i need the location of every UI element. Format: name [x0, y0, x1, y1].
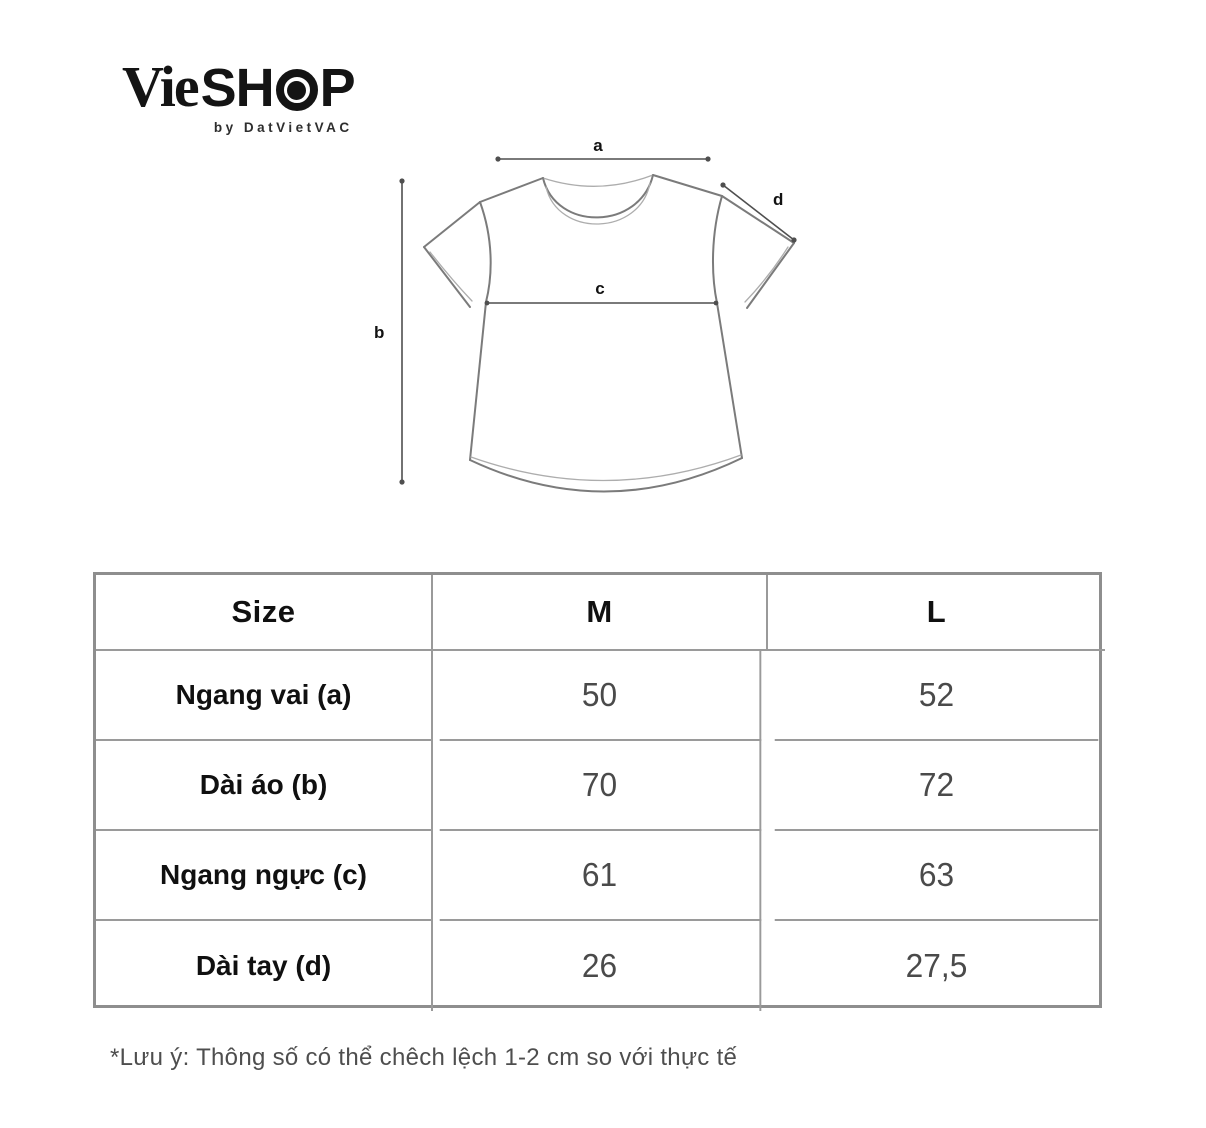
measure-b-length: b — [374, 178, 405, 485]
brand-tagline: by DatVietVAC — [213, 120, 353, 135]
collar-stitch-line — [545, 182, 651, 225]
table-value-dai-tay-m: 26 — [440, 921, 762, 1011]
measure-c-chest: c — [484, 279, 719, 306]
measure-a-shoulder: a — [495, 136, 711, 162]
table-row-label-dai-ao: Dài áo (b) — [96, 741, 433, 831]
hem-stitch-line — [470, 454, 742, 482]
brand-logo-sh-text: SH — [200, 58, 275, 118]
brand-logo-shop-text: SH P — [200, 58, 356, 118]
measure-d-dot-top — [720, 182, 726, 188]
tshirt-sketch — [423, 174, 795, 493]
table-value-ngang-nguc-m: 61 — [439, 831, 762, 921]
back-neck-line — [542, 174, 654, 187]
measure-c-dot-left — [484, 300, 490, 306]
table-value-ngang-nguc-l: 63 — [774, 831, 1099, 921]
size-table-header-size: Size — [96, 575, 433, 651]
left-shoulder-line — [479, 177, 544, 203]
measure-a-dot-right — [705, 156, 711, 162]
size-table: Size M L Ngang vai (a) 50 52 Dài áo (b) … — [93, 572, 1105, 1011]
hem-bottom-line — [469, 457, 743, 493]
table-value-dai-ao-m: 70 — [439, 741, 762, 831]
brand-logo-vie-text: Vie — [122, 54, 200, 119]
measure-d-line — [722, 184, 795, 241]
measure-b-dot-bottom — [399, 479, 405, 485]
left-sleeve-end-line — [423, 246, 471, 308]
measurement-disclaimer-note: *Lưu ý: Thông số có thể chêch lệch 1-2 c… — [110, 1044, 738, 1071]
collar-outer-line — [542, 174, 654, 219]
measure-a-dot-left — [495, 156, 501, 162]
table-row-label-dai-tay: Dài tay (d) — [96, 921, 433, 1011]
brand-logo-p-text: P — [319, 58, 356, 118]
body-right-line — [716, 302, 743, 459]
table-row-label-ngang-vai: Ngang vai (a) — [96, 651, 433, 741]
measure-c-label: c — [595, 279, 604, 298]
table-row-label-ngang-nguc: Ngang ngực (c) — [96, 831, 433, 921]
size-table-header-l: L — [768, 575, 1105, 651]
measure-d-label: d — [773, 190, 783, 209]
left-armhole-seam — [479, 201, 492, 303]
measure-d-dot-bottom — [791, 237, 797, 243]
brand-logo: Vie SH P by DatVietVAC — [122, 54, 356, 136]
size-table-header-m: M — [433, 575, 768, 651]
body-left-line — [469, 301, 487, 461]
measure-b-dot-top — [399, 178, 405, 184]
brand-logo-eye-icon — [275, 69, 318, 111]
left-sleeve-outer-line — [423, 201, 481, 248]
left-sleeve-stitch-line — [429, 251, 473, 302]
table-value-ngang-vai-l: 52 — [774, 651, 1099, 741]
measure-b-label: b — [374, 323, 384, 342]
tshirt-measurement-diagram: a b c d — [374, 136, 797, 493]
right-sleeve-outer-line — [721, 195, 795, 244]
measure-c-dot-right — [713, 300, 719, 306]
measure-d-sleeve: d — [720, 182, 797, 243]
table-value-ngang-vai-m: 50 — [439, 651, 762, 741]
measure-a-label: a — [593, 136, 603, 155]
table-value-dai-tay-l: 27,5 — [905, 947, 968, 984]
right-shoulder-line — [652, 174, 723, 197]
right-armhole-seam — [712, 195, 723, 304]
table-value-dai-ao-l: 72 — [774, 741, 1099, 831]
right-sleeve-end-line — [746, 242, 795, 309]
right-sleeve-stitch-line — [744, 246, 789, 303]
brand-logo-wordmark: Vie SH P — [122, 54, 356, 119]
brand-logo-eye-dot — [287, 80, 307, 100]
